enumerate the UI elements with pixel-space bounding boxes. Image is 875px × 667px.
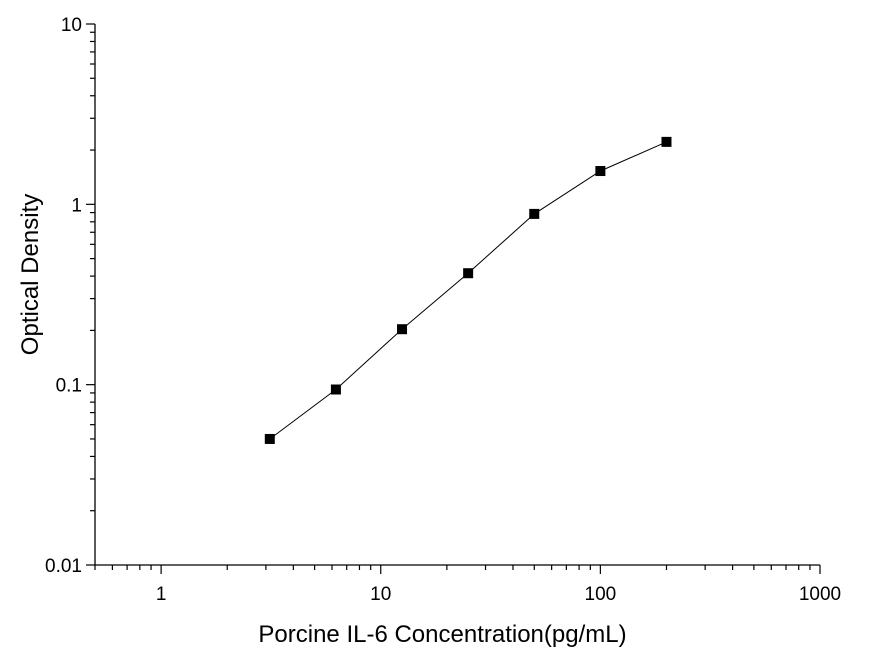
x-axis-title: Porcine IL-6 Concentration(pg/mL): [258, 621, 626, 648]
y-ticks: [86, 23, 95, 566]
series-group: [264, 136, 672, 444]
y-axis-title: Optical Density: [17, 194, 44, 355]
data-point-marker: [397, 324, 408, 335]
y-tick-label: 1: [71, 195, 82, 216]
x-tick-labels: 1 10 100 1000: [156, 584, 841, 605]
y-tick-label: 10: [61, 15, 82, 36]
y-tick-label: 0.1: [56, 376, 82, 397]
data-point-marker: [330, 384, 341, 395]
y-axis: 0.01 0.1 1 10: [45, 15, 96, 577]
series-line: [269, 141, 667, 440]
y-tick-label: 0.01: [45, 556, 82, 577]
data-point-marker: [463, 268, 474, 279]
x-tick-label: 1: [156, 584, 167, 605]
x-tick-label: 1000: [799, 584, 841, 605]
x-axis: 1 10 100 1000: [94, 564, 841, 605]
data-point-marker: [264, 433, 275, 444]
y-tick-labels: 0.01 0.1 1 10: [45, 15, 82, 577]
data-point-marker: [595, 166, 606, 177]
x-ticks: [94, 565, 821, 574]
x-tick-label: 100: [585, 584, 617, 605]
data-point-marker: [529, 208, 540, 219]
data-point-marker: [661, 136, 672, 147]
x-tick-label: 10: [370, 584, 391, 605]
